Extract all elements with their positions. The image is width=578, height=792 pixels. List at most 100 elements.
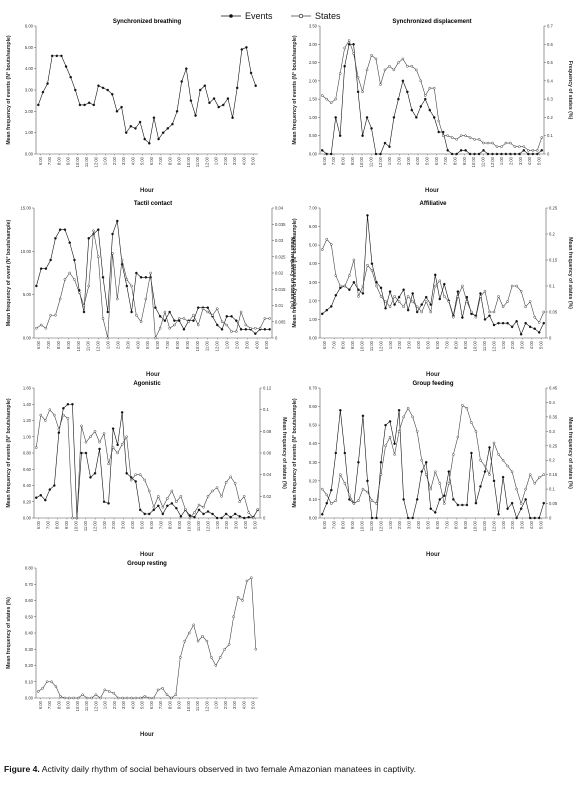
data-point-states xyxy=(495,145,499,148)
data-point-events xyxy=(410,108,414,112)
data-point-events xyxy=(536,152,539,156)
y-tick-label: 0.80 xyxy=(23,451,32,456)
data-point-events xyxy=(432,116,436,119)
data-point-states xyxy=(537,321,541,324)
data-point-events xyxy=(356,90,360,94)
y-tick-label: 15.00 xyxy=(21,206,32,211)
data-point-events xyxy=(244,328,248,331)
data-point-events xyxy=(492,479,496,483)
x-tick-label: 6:00 xyxy=(149,156,154,165)
data-point-events xyxy=(325,152,328,156)
data-point-states xyxy=(143,478,146,482)
data-point-events xyxy=(483,318,487,321)
x-tick-label: 11:00 xyxy=(369,520,374,531)
x-tick-label: 9:00 xyxy=(185,340,190,349)
data-point-states xyxy=(424,473,428,476)
data-point-events xyxy=(348,498,351,501)
chart-title: Affiliative xyxy=(419,201,447,207)
y-tick-right-label: 0.1 xyxy=(549,284,555,289)
y-tick-right-label: 0 xyxy=(275,336,278,341)
x-tick-label: 6:00 xyxy=(149,700,154,709)
data-point-events xyxy=(504,152,508,156)
x-tick-label: 3:00 xyxy=(520,520,525,529)
x-tick-label: 7:00 xyxy=(331,340,336,349)
data-point-events xyxy=(528,325,532,329)
data-point-events xyxy=(518,152,521,156)
x-tick-label: 9:00 xyxy=(66,700,71,709)
x-tick-label: 8:00 xyxy=(56,156,61,165)
data-point-states xyxy=(94,693,98,696)
y-tick-label: 0.10 xyxy=(309,497,318,502)
data-point-states xyxy=(509,141,512,145)
data-point-states xyxy=(339,284,342,288)
x-tick-label: 3:00 xyxy=(407,520,412,529)
data-point-states xyxy=(258,326,262,330)
data-point-events xyxy=(352,43,355,46)
data-point-states xyxy=(147,696,151,700)
x-tick-label: 7:00 xyxy=(443,156,448,165)
data-point-states xyxy=(121,696,124,700)
legend-states-marker xyxy=(298,13,304,19)
data-point-events xyxy=(120,411,124,414)
data-point-states xyxy=(515,487,518,491)
data-point-events xyxy=(420,470,423,473)
data-point-events xyxy=(64,65,68,68)
y-axis-right-label: Mean frequency of states (%) xyxy=(567,237,573,309)
legend-states-label: States xyxy=(315,11,341,21)
data-point-states xyxy=(533,315,536,319)
data-point-states xyxy=(464,134,467,137)
data-point-events xyxy=(249,71,253,75)
data-point-states xyxy=(196,323,200,327)
data-point-events xyxy=(370,127,373,130)
data-point-events xyxy=(101,86,105,90)
data-point-states xyxy=(482,141,485,145)
chart-title: Group resting xyxy=(127,561,167,567)
data-point-events xyxy=(461,503,464,507)
x-tick-label: 6:00 xyxy=(155,340,160,349)
y-tick-label: 4.00 xyxy=(25,66,34,71)
data-point-states xyxy=(388,435,392,439)
x-tick-label: 10:00 xyxy=(186,156,191,167)
data-point-states xyxy=(214,664,218,667)
x-tick-label: 7:00 xyxy=(331,520,336,529)
data-point-states xyxy=(461,404,464,407)
data-point-events xyxy=(242,516,246,520)
data-point-events xyxy=(361,292,365,295)
data-point-states xyxy=(365,68,369,72)
data-point-states xyxy=(68,696,71,700)
x-tick-label: 5:00 xyxy=(538,520,543,529)
data-point-states xyxy=(347,39,351,42)
data-point-states xyxy=(87,284,90,288)
data-point-states xyxy=(477,138,481,141)
data-point-states xyxy=(375,284,378,288)
data-point-states xyxy=(542,473,545,476)
data-point-states xyxy=(39,323,43,327)
data-point-states xyxy=(201,307,205,310)
y-tick-right-label: 0.04 xyxy=(275,206,284,211)
x-tick-label: 11:00 xyxy=(482,520,487,531)
x-tick-label: 5:00 xyxy=(425,520,430,529)
data-point-events xyxy=(361,134,364,137)
data-point-events xyxy=(71,403,74,406)
chart-svg: Group resting 0.00 0.10 0.20 0.30 0.40 0.50 0.6… xyxy=(6,561,258,738)
y-tick-label: 0.00 xyxy=(309,516,318,521)
y-tick-label: 3.50 xyxy=(309,24,318,29)
data-point-states xyxy=(116,696,120,700)
y-tick-label: 0.20 xyxy=(309,478,318,483)
data-point-states xyxy=(49,313,52,317)
y-tick-label: 0.00 xyxy=(23,516,32,521)
data-point-events xyxy=(134,480,137,483)
data-point-events xyxy=(461,316,464,319)
data-point-states xyxy=(154,336,157,340)
data-point-states xyxy=(187,631,191,635)
data-point-states xyxy=(41,686,44,690)
data-point-states xyxy=(465,406,469,410)
data-point-states xyxy=(321,487,324,491)
data-point-events xyxy=(254,332,257,335)
data-point-states xyxy=(459,134,463,137)
data-point-states xyxy=(524,305,527,309)
x-axis-label: Hour xyxy=(146,372,161,378)
data-point-states xyxy=(220,495,223,498)
data-point-events xyxy=(192,319,195,322)
x-tick-label: 12:00 xyxy=(491,520,496,531)
